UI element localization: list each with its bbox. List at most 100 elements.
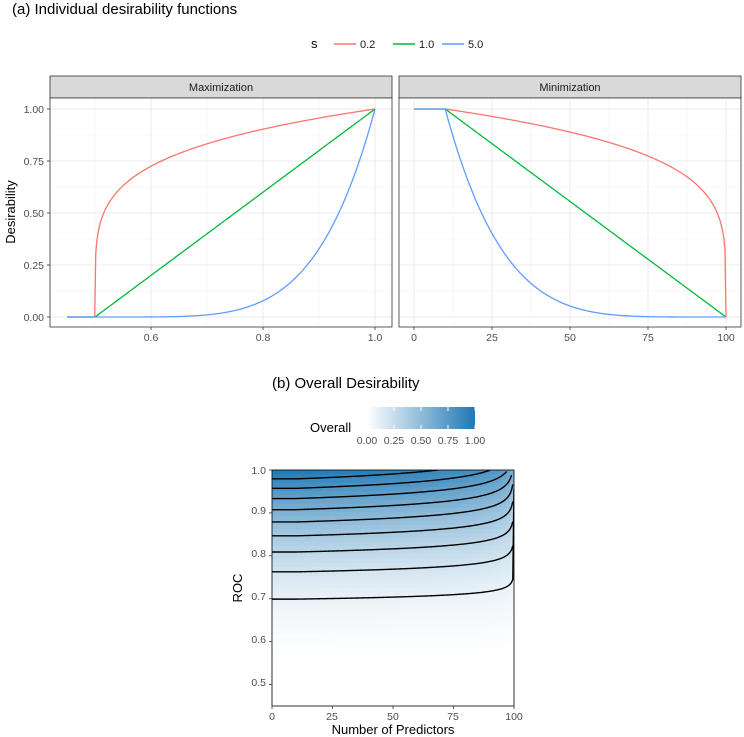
heatmap-cell — [328, 566, 334, 572]
heatmap-cell — [316, 491, 321, 496]
heatmap-cell — [280, 541, 285, 547]
heatmap-cell — [501, 592, 507, 598]
heatmap-cell — [481, 634, 487, 640]
heatmap-cell — [372, 554, 378, 560]
heatmap-cell — [276, 613, 281, 619]
heatmap-cell — [493, 541, 499, 547]
heatmap-cell — [384, 609, 390, 614]
heatmap-cell — [465, 533, 471, 539]
heatmap-cell — [397, 676, 402, 682]
heatmap-cell — [272, 680, 277, 686]
heatmap-cell — [465, 499, 471, 505]
heatmap-cell — [477, 579, 483, 585]
heatmap-cell — [469, 647, 475, 652]
heatmap-cell — [465, 486, 471, 492]
heatmap-cell — [397, 617, 402, 623]
heatmap-cell — [473, 512, 479, 517]
heatmap-cell — [441, 588, 447, 593]
heatmap-cell — [477, 609, 483, 614]
heatmap-cell — [332, 541, 338, 547]
heatmap-cell — [481, 541, 487, 547]
heatmap-cell — [481, 533, 487, 539]
heatmap-cell — [425, 680, 430, 686]
heatmap-cell — [465, 524, 471, 530]
heatmap-cell — [441, 680, 447, 686]
heatmap-cell — [380, 545, 386, 551]
heatmap-cell — [433, 566, 438, 572]
heatmap-cell — [393, 571, 398, 576]
heatmap-cell — [344, 486, 350, 492]
heatmap-cell — [288, 470, 293, 475]
heatmap-cell — [401, 516, 406, 522]
heatmap-cell — [441, 571, 447, 576]
heatmap-cell — [328, 516, 334, 522]
heatmap-cell — [288, 680, 293, 686]
heatmap-cell — [304, 558, 309, 564]
heatmap-cell — [360, 621, 366, 627]
heatmap-cell — [469, 642, 475, 648]
heatmap-cell — [509, 550, 514, 555]
heatmap-cell — [505, 537, 511, 543]
heatmap-cell — [332, 575, 338, 581]
heatmap-cell — [461, 604, 467, 610]
heatmap-cell — [376, 638, 382, 644]
heatmap-cell — [368, 520, 374, 526]
heatmap-cell — [280, 625, 285, 631]
heatmap-cell — [397, 668, 402, 673]
heatmap-cell — [453, 579, 459, 585]
heatmap-cell — [493, 503, 499, 509]
heatmap-cell — [356, 583, 362, 589]
heatmap-cell — [457, 588, 463, 593]
heatmap-cell — [445, 575, 451, 581]
heatmap-cell — [445, 680, 451, 686]
heatmap-cell — [497, 507, 503, 513]
heatmap-cell — [372, 642, 378, 648]
heatmap-cell — [304, 562, 309, 568]
heatmap-cell — [405, 621, 410, 627]
heatmap-cell — [296, 651, 301, 657]
heatmap-cell — [292, 545, 297, 551]
heatmap-cell — [388, 689, 394, 694]
heatmap-cell — [368, 672, 374, 678]
heatmap-cell — [364, 634, 370, 640]
heatmap-cell — [316, 668, 321, 673]
heatmap-cell — [473, 600, 479, 606]
heatmap-cell — [497, 617, 503, 623]
heatmap-cell — [485, 680, 491, 686]
x-tick-label-min-4: 100 — [717, 332, 735, 344]
heatmap-cell — [332, 663, 338, 669]
heatmap-cell — [429, 583, 434, 589]
heatmap-cell — [312, 491, 317, 496]
heatmap-cell — [441, 642, 447, 648]
heatmap-cell — [300, 537, 305, 543]
heatmap-cell — [316, 659, 321, 665]
heatmap-cell — [280, 537, 285, 543]
heatmap-cell — [284, 634, 289, 640]
heatmap-cell — [380, 617, 386, 623]
heatmap-cell — [380, 659, 386, 665]
heatmap-cell — [465, 558, 471, 564]
heatmap-cell — [481, 689, 487, 694]
heatmap-cell — [344, 512, 350, 517]
heatmap-cell — [312, 512, 317, 517]
heat-x-tick-label-2: 50 — [387, 711, 399, 723]
heatmap-cell — [320, 583, 326, 589]
heatmap-cell — [336, 625, 342, 631]
heatmap-cell — [433, 693, 438, 699]
heatmap-cell — [485, 516, 491, 522]
heatmap-cell — [276, 630, 281, 635]
heatmap-cell — [388, 651, 394, 657]
heatmap-cell — [316, 545, 321, 551]
heatmap-cell — [445, 566, 451, 572]
heatmap-cell — [425, 684, 430, 690]
heatmap-cell — [425, 529, 430, 534]
heatmap-cell — [356, 642, 362, 648]
heatmap-cell — [445, 529, 451, 534]
heatmap-cell — [461, 693, 467, 699]
heatmap-cell — [364, 503, 370, 509]
heatmap-cell — [372, 684, 378, 690]
heatmap-cell — [328, 545, 334, 551]
heatmap-cell — [312, 609, 317, 614]
heatmap-cell — [417, 680, 422, 686]
heatmap-cell — [360, 516, 366, 522]
